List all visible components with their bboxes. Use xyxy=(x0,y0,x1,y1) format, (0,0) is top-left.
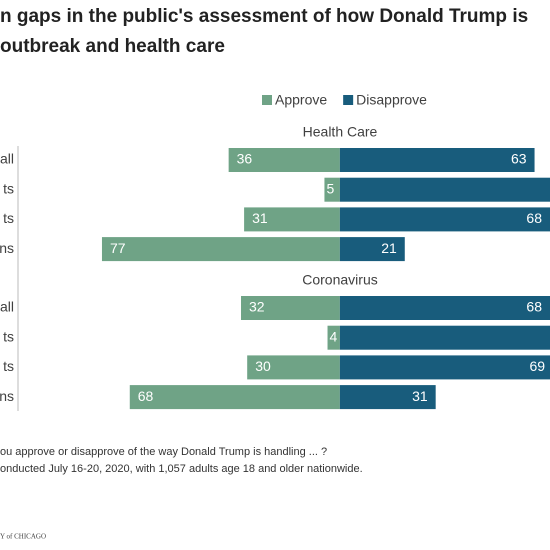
category-label: ts xyxy=(3,210,14,226)
value-label: 5 xyxy=(326,180,334,196)
value-label: 68 xyxy=(526,299,542,315)
panel-title: Health Care xyxy=(303,124,378,140)
note: ou approve or disapprove of the way Dona… xyxy=(0,446,327,458)
approve-bar xyxy=(241,296,340,320)
legend-label: Disapprove xyxy=(356,92,427,108)
disapprove-bar xyxy=(339,148,535,172)
value-label: 69 xyxy=(530,358,546,374)
approve-bar xyxy=(228,148,340,172)
disapprove-bar xyxy=(339,237,405,262)
disapprove-bar xyxy=(339,385,436,410)
approve-bar xyxy=(324,177,340,202)
value-label: 21 xyxy=(381,240,397,256)
value-label: 30 xyxy=(255,358,271,374)
value-label: 31 xyxy=(412,388,428,404)
approve-bar xyxy=(244,207,340,232)
approve-bar xyxy=(327,325,340,350)
disapprove-bar xyxy=(339,355,550,380)
value-label: 4 xyxy=(330,328,338,344)
value-label: 68 xyxy=(526,210,542,226)
approve-bar xyxy=(247,355,340,380)
chart-title: n gaps in the public's assessment of how… xyxy=(0,6,528,27)
value-label: 63 xyxy=(511,151,527,167)
panel-title: Coronavirus xyxy=(302,272,377,288)
category-label: ts xyxy=(3,328,14,344)
category-label: ns xyxy=(0,240,14,256)
chart-title: outbreak and health care xyxy=(0,36,225,57)
value-label: 68 xyxy=(138,388,154,404)
category-label: ts xyxy=(3,358,14,374)
footer: Y of CHICAGO xyxy=(0,533,46,541)
note: onducted July 16-20, 2020, with 1,057 ad… xyxy=(0,463,363,475)
value-label: 77 xyxy=(110,240,126,256)
disapprove-bar xyxy=(339,325,550,350)
category-label: ts xyxy=(3,180,14,196)
legend-label: Approve xyxy=(275,92,327,108)
legend-swatch xyxy=(262,95,272,105)
value-label: 31 xyxy=(252,210,268,226)
value-label: 32 xyxy=(249,299,265,315)
category-label: all xyxy=(0,299,14,315)
value-label: 36 xyxy=(237,151,253,167)
category-label: ns xyxy=(0,388,14,404)
approve-bar xyxy=(129,385,340,410)
legend-swatch xyxy=(343,95,354,105)
approve-bar xyxy=(101,237,340,262)
category-label: all xyxy=(0,151,14,167)
disapprove-bar xyxy=(339,207,550,232)
disapprove-bar xyxy=(339,296,550,320)
disapprove-bar xyxy=(339,177,550,202)
